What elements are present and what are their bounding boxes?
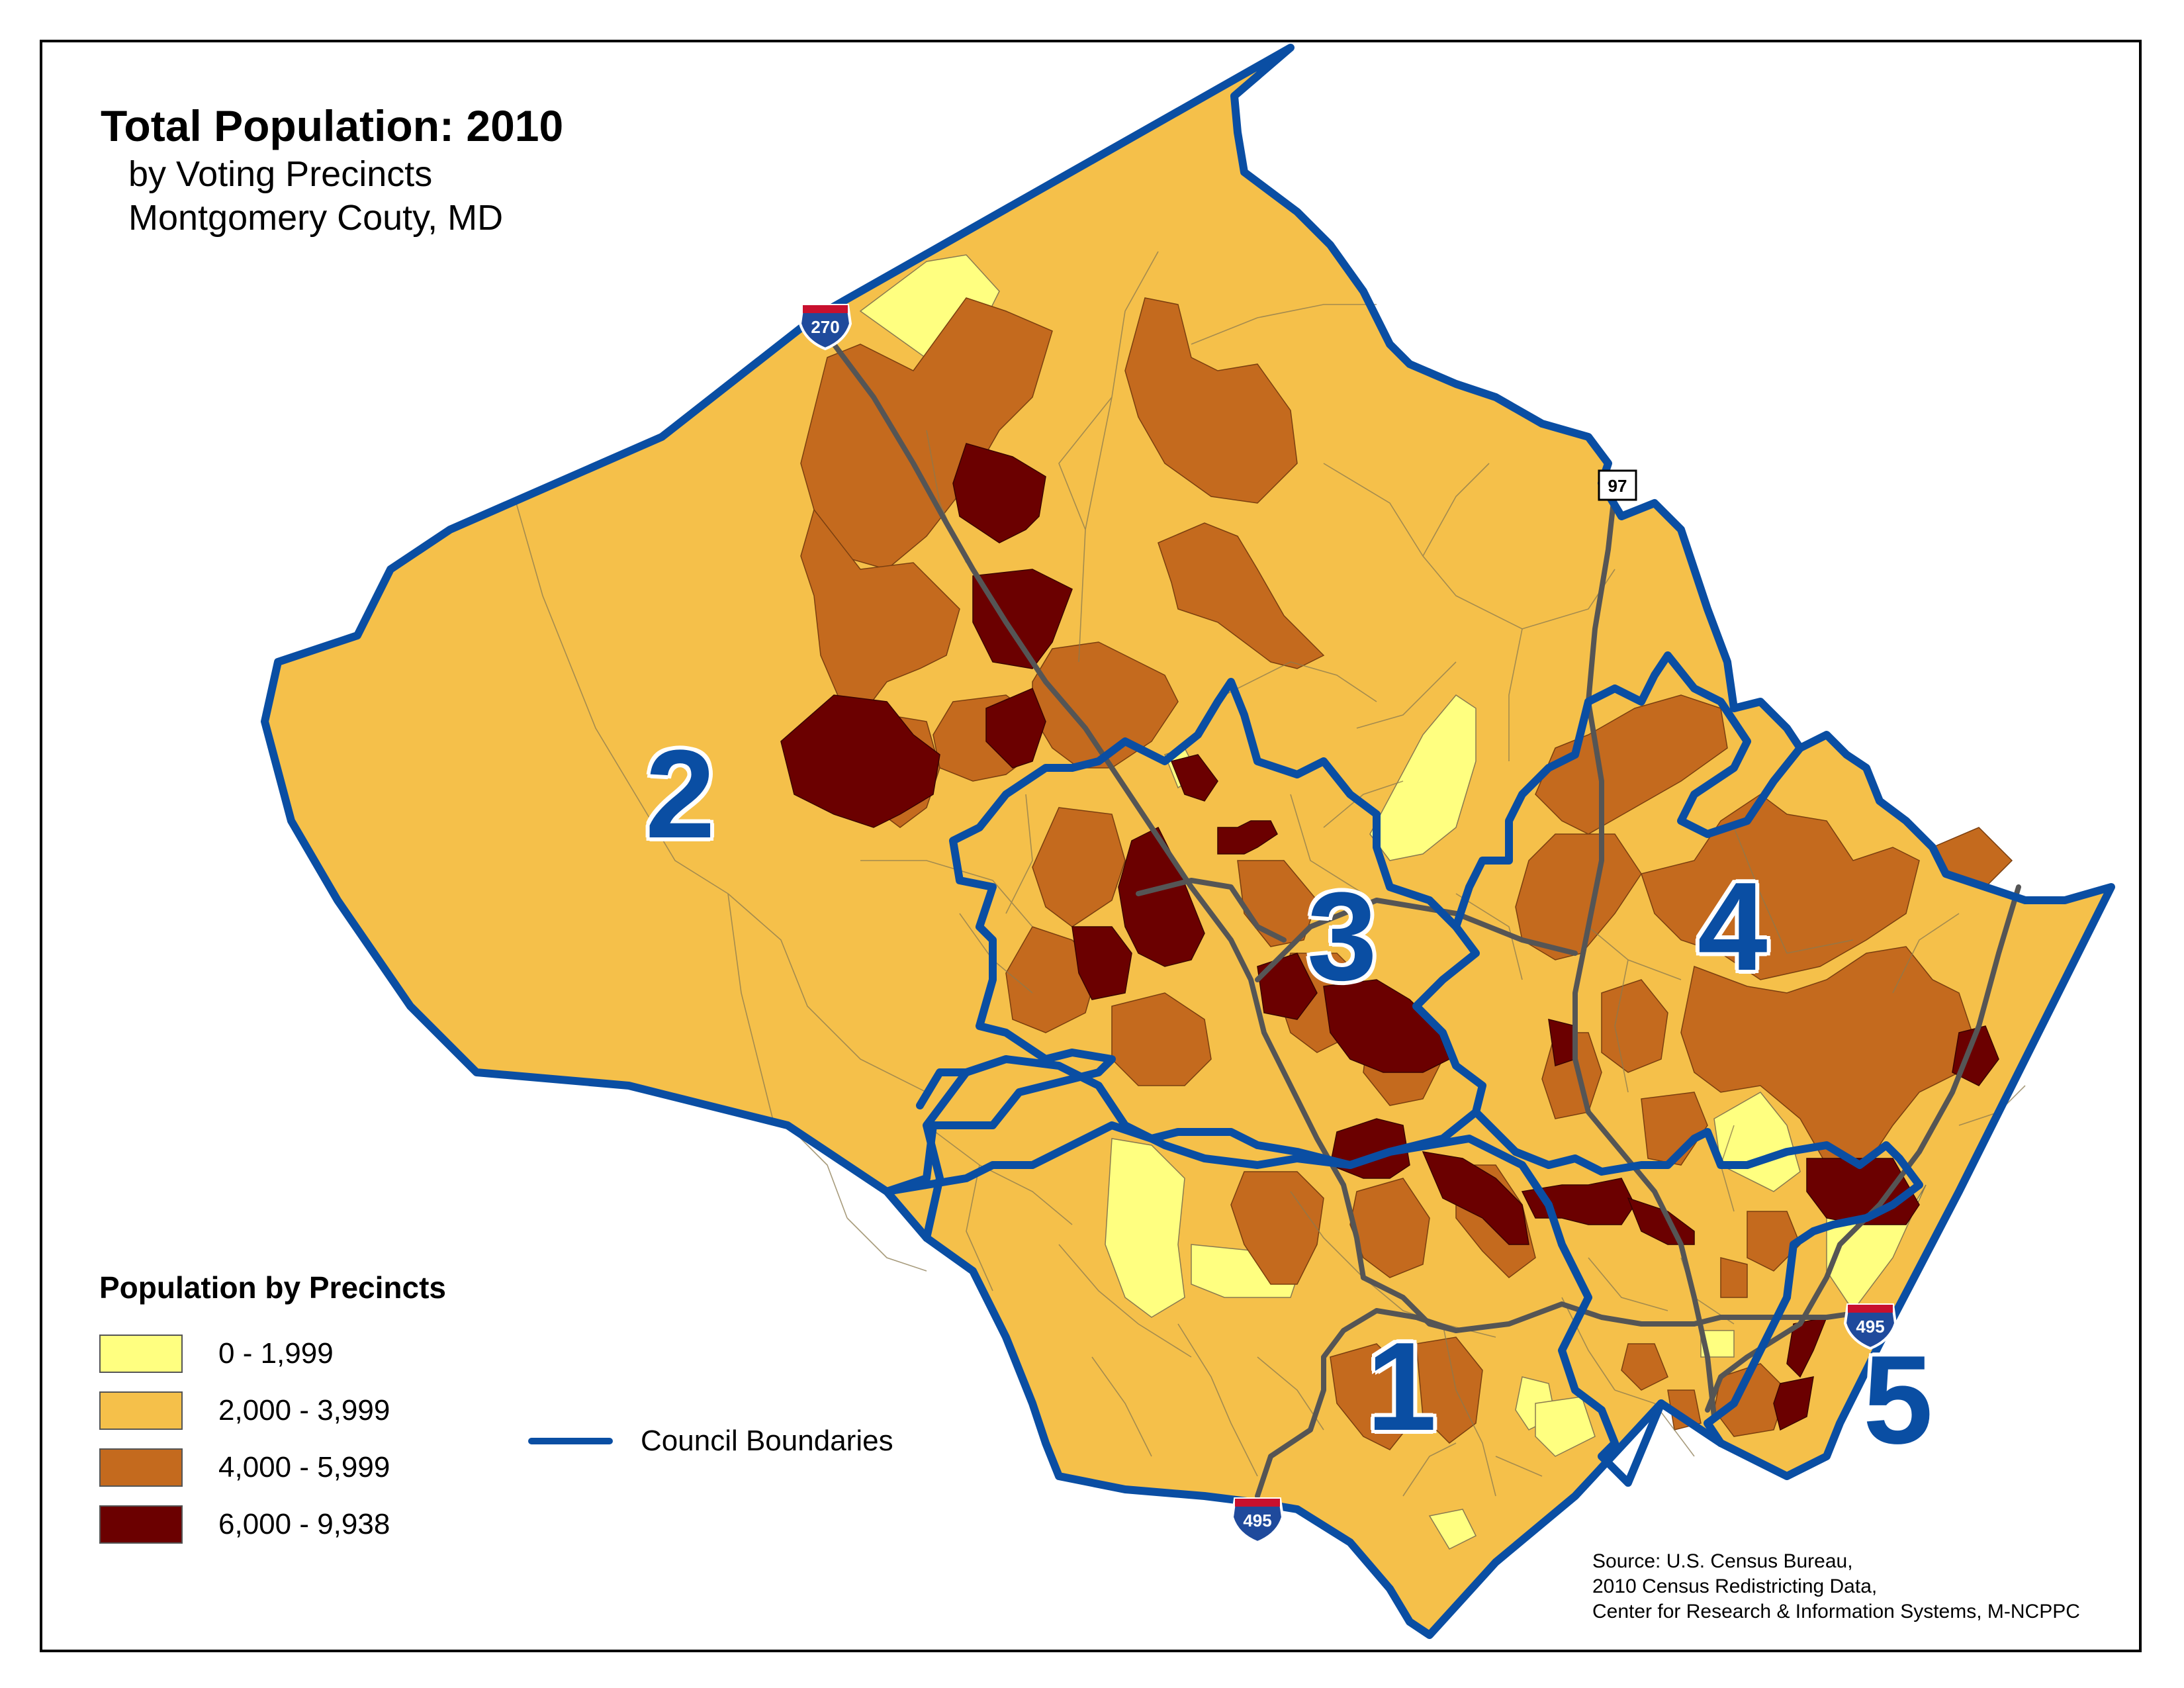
district-4-boundary bbox=[1452, 651, 1804, 931]
map-title-block: Total Population: 2010 by Voting Precinc… bbox=[101, 99, 563, 240]
shield-i495-east: 495 bbox=[1843, 1303, 1897, 1350]
legend-row-high: 6,000 - 9,938 bbox=[99, 1496, 446, 1553]
legend-label-mid-high: 4,000 - 5,999 bbox=[218, 1451, 390, 1483]
shield-i270-label: 270 bbox=[811, 317, 839, 337]
map-frame bbox=[40, 40, 2142, 1652]
shield-md97-label: 97 bbox=[1608, 476, 1627, 496]
legend-row-low: 0 - 1,999 bbox=[99, 1325, 446, 1382]
legend-label-high: 6,000 - 9,938 bbox=[218, 1508, 390, 1540]
legend-title: Population by Precincts bbox=[99, 1270, 446, 1305]
council-boundaries-label: Council Boundaries bbox=[641, 1425, 893, 1457]
district-label-5: 5 bbox=[1863, 1330, 1933, 1470]
council-boundaries bbox=[261, 44, 2115, 1639]
legend-swatch-mid bbox=[99, 1391, 183, 1430]
i495-beltway-west bbox=[1255, 1308, 1459, 1499]
legend-label-mid: 2,000 - 3,999 bbox=[218, 1394, 390, 1427]
i495-beltway-east bbox=[1453, 1301, 1876, 1333]
class-high-precincts bbox=[780, 443, 1999, 1431]
map-title: Total Population: 2010 bbox=[101, 101, 564, 150]
legend-label-low: 0 - 1,999 bbox=[218, 1337, 334, 1370]
source-line-2: 2010 Census Redistricting Data, bbox=[1592, 1575, 1878, 1597]
major-roads bbox=[831, 342, 2021, 1499]
legend-swatch-mid-high bbox=[99, 1448, 183, 1487]
district-1-boundary bbox=[916, 1055, 1665, 1487]
legend-row-mid: 2,000 - 3,999 bbox=[99, 1382, 446, 1439]
county-outline bbox=[261, 44, 2115, 1639]
route-97 bbox=[1572, 487, 1717, 1419]
population-legend: Population by Precincts 0 - 1,999 2,000 … bbox=[99, 1270, 446, 1553]
district-3-boundary bbox=[883, 678, 1486, 1196]
source-line-1: Source: U.S. Census Bureau, bbox=[1592, 1550, 1853, 1572]
district-2-inner-boundary bbox=[923, 1068, 970, 1242]
council-boundaries-key: Council Boundaries bbox=[528, 1425, 893, 1458]
shield-i270: 270 bbox=[798, 304, 852, 351]
council-boundary-line-swatch bbox=[528, 1438, 613, 1444]
precinct-boundaries bbox=[516, 251, 2026, 1497]
legend-swatch-low bbox=[99, 1335, 183, 1373]
route-28 bbox=[1136, 878, 1287, 943]
source-line-3: Center for Research & Information System… bbox=[1592, 1601, 2080, 1622]
map-subtitle-precincts: by Voting Precincts bbox=[128, 154, 433, 194]
route-29 bbox=[1705, 884, 2021, 1413]
legend-swatch-high bbox=[99, 1505, 183, 1544]
class-low-precincts bbox=[859, 254, 1927, 1550]
shield-i495-east-label: 495 bbox=[1856, 1317, 1884, 1336]
i270-road bbox=[831, 342, 1366, 1280]
county-base bbox=[265, 48, 2111, 1635]
shield-i495-south-label: 495 bbox=[1243, 1511, 1271, 1530]
shield-i495-south: 495 bbox=[1230, 1497, 1285, 1544]
map-subtitle-county: Montgomery Couty, MD bbox=[128, 198, 504, 238]
district-label-2: 2 bbox=[645, 724, 715, 865]
district-label-3: 3 bbox=[1307, 867, 1377, 1007]
source-note: Source: U.S. Census Bureau, 2010 Census … bbox=[1592, 1549, 2080, 1624]
district-label-1: 1 bbox=[1367, 1317, 1437, 1457]
i495-spur bbox=[1361, 1275, 1459, 1333]
legend-row-mid-high: 4,000 - 5,999 bbox=[99, 1439, 446, 1496]
icc-road bbox=[1255, 898, 1578, 982]
district-label-4: 4 bbox=[1698, 857, 1768, 997]
district-5-boundary bbox=[1472, 1108, 1923, 1447]
shield-md97: 97 bbox=[1598, 469, 1637, 501]
